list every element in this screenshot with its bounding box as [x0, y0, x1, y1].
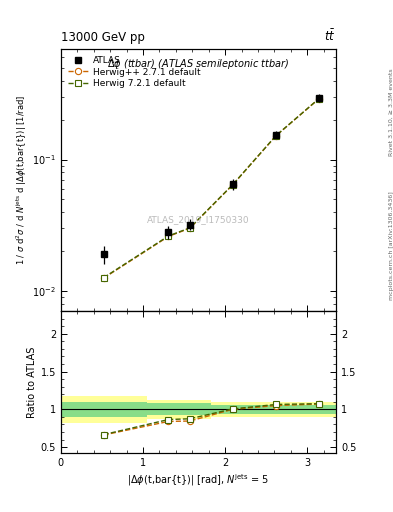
Text: 13000 GeV pp: 13000 GeV pp	[61, 31, 145, 44]
Text: Rivet 3.1.10, ≥ 3.3M events: Rivet 3.1.10, ≥ 3.3M events	[389, 69, 393, 157]
Y-axis label: 1 / $\sigma$ d$^2\sigma$ / d $N^{\rm jets}$ d |$\Delta\phi$(t,bar{t})| [1/rad]: 1 / $\sigma$ d$^2\sigma$ / d $N^{\rm jet…	[15, 95, 29, 265]
Text: ATLAS_2019_I1750330: ATLAS_2019_I1750330	[147, 215, 250, 224]
Text: $t\bar{t}$: $t\bar{t}$	[325, 28, 336, 44]
Legend: ATLAS, Herwig++ 2.7.1 default, Herwig 7.2.1 default: ATLAS, Herwig++ 2.7.1 default, Herwig 7.…	[65, 53, 203, 91]
X-axis label: |$\Delta\phi$(t,bar{t})| [rad], $N^{\rm jets}$ = 5: |$\Delta\phi$(t,bar{t})| [rad], $N^{\rm …	[127, 472, 270, 488]
Text: mcplots.cern.ch [arXiv:1306.3436]: mcplots.cern.ch [arXiv:1306.3436]	[389, 191, 393, 300]
Text: $\Delta\phi$ (ttbar) (ATLAS semileptonic ttbar): $\Delta\phi$ (ttbar) (ATLAS semileptonic…	[107, 56, 290, 71]
Y-axis label: Ratio to ATLAS: Ratio to ATLAS	[26, 347, 37, 418]
